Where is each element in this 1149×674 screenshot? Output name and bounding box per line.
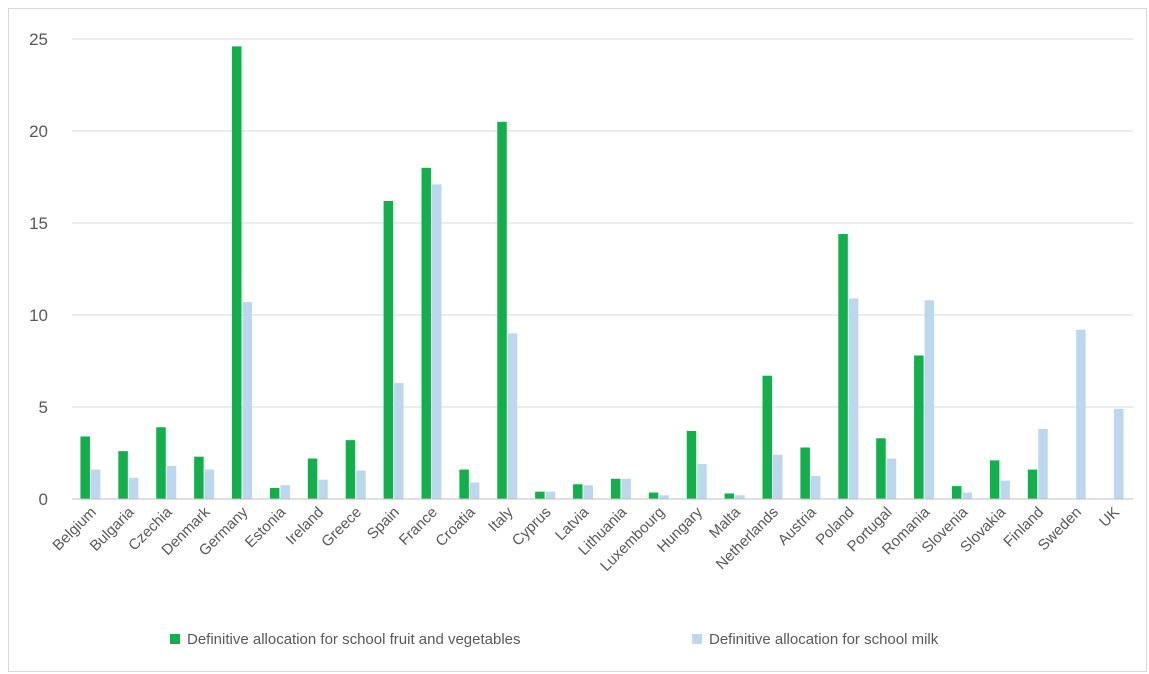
x-tick-label-france: France (396, 504, 441, 549)
bar-milk-finland (1038, 429, 1048, 499)
bar-milk-latvia (583, 485, 594, 499)
bar-milk-ireland (318, 479, 328, 499)
bar-milk-denmark (204, 469, 215, 499)
bar-fruit-veg-spain (383, 200, 394, 500)
legend: Definitive allocation for school fruit a… (170, 631, 939, 648)
bar-fruit-veg-croatia (459, 469, 469, 499)
bar-milk-uk (1114, 408, 1124, 499)
x-tick-label-cyprus: Cyprus (509, 504, 555, 550)
bar-milk-hungary (697, 464, 707, 499)
bar-milk-netherlands (773, 454, 783, 499)
y-tick-label-25: 25 (29, 30, 48, 49)
bar-fruit-veg-lithuania (610, 478, 621, 499)
bar-milk-spain (394, 383, 404, 499)
bar-fruit-veg-slovakia (989, 460, 1000, 499)
y-tick-label-5: 5 (39, 398, 48, 417)
bar-fruit-veg-estonia (269, 487, 280, 499)
bar-milk-cyprus (545, 491, 556, 499)
bar-milk-italy (507, 333, 518, 499)
bar-fruit-veg-romania (914, 355, 924, 499)
bar-milk-greece (356, 470, 366, 499)
bar-milk-luxembourg (659, 495, 669, 499)
legend-swatch-milk (692, 634, 702, 644)
x-tick-label-croatia: Croatia (432, 503, 479, 550)
bar-milk-sweden (1076, 329, 1086, 499)
bar-milk-germany (242, 302, 253, 499)
y-tick-label-20: 20 (29, 122, 48, 141)
y-tick-label-15: 15 (29, 214, 48, 233)
bar-fruit-veg-france (421, 167, 431, 500)
bar-milk-malta (735, 495, 745, 499)
x-tick-label-greece: Greece (318, 504, 365, 551)
bar-milk-france (431, 184, 442, 500)
x-tick-label-uk: UK (1096, 504, 1123, 531)
bar-fruit-veg-bulgaria (118, 451, 128, 499)
bar-milk-bulgaria (128, 477, 139, 499)
legend-label-milk: Definitive allocation for school milk (709, 631, 939, 648)
chart-frame (8, 8, 1147, 672)
bar-fruit-veg-denmark (194, 456, 204, 499)
bar-milk-lithuania (621, 478, 631, 499)
bar-fruit-veg-malta (724, 493, 735, 499)
bar-fruit-veg-slovenia (951, 486, 962, 499)
bar-fruit-veg-hungary (686, 430, 697, 499)
bar-milk-estonia (280, 485, 290, 499)
bar-fruit-veg-finland (1027, 469, 1038, 499)
bar-fruit-veg-italy (497, 121, 507, 500)
bar-fruit-veg-luxembourg (648, 492, 659, 499)
x-tick-label-estonia: Estonia (242, 503, 290, 551)
bar-milk-slovakia (1000, 480, 1010, 499)
bar-milk-czechia (166, 465, 177, 499)
bar-milk-belgium (90, 469, 101, 499)
bar-fruit-veg-belgium (80, 436, 90, 499)
bar-milk-austria (810, 476, 821, 499)
bar-fruit-veg-latvia (573, 484, 583, 499)
bar-fruit-veg-cyprus (535, 491, 545, 499)
y-axis-ticks: 0 5 10 15 20 25 (29, 30, 48, 509)
bar-fruit-veg-netherlands (762, 375, 773, 499)
bar-milk-poland (848, 298, 859, 499)
x-tick-label-austria: Austria (775, 503, 820, 548)
bar-fruit-veg-portugal (876, 438, 886, 499)
x-tick-label-italy: Italy (485, 503, 517, 535)
bar-fruit-veg-austria (800, 447, 810, 499)
bar-milk-slovenia (962, 492, 972, 499)
y-tick-label-0: 0 (39, 490, 48, 509)
legend-swatch-fruit-veg (170, 634, 180, 644)
bar-milk-croatia (469, 482, 480, 499)
y-tick-label-10: 10 (29, 306, 48, 325)
x-axis-labels: BelgiumBulgariaCzechiaDenmarkGermanyEsto… (49, 503, 1122, 574)
bar-fruit-veg-czechia (156, 427, 166, 499)
bars (80, 46, 1124, 500)
bar-fruit-veg-greece (345, 440, 356, 499)
bar-fruit-veg-poland (838, 234, 848, 500)
bar-milk-romania (924, 300, 935, 499)
bar-milk-portugal (886, 458, 897, 499)
bar-fruit-veg-germany (232, 46, 242, 500)
bar-fruit-veg-ireland (307, 458, 318, 499)
gridlines (72, 38, 1133, 408)
legend-label-fruit-veg: Definitive allocation for school fruit a… (187, 631, 521, 648)
